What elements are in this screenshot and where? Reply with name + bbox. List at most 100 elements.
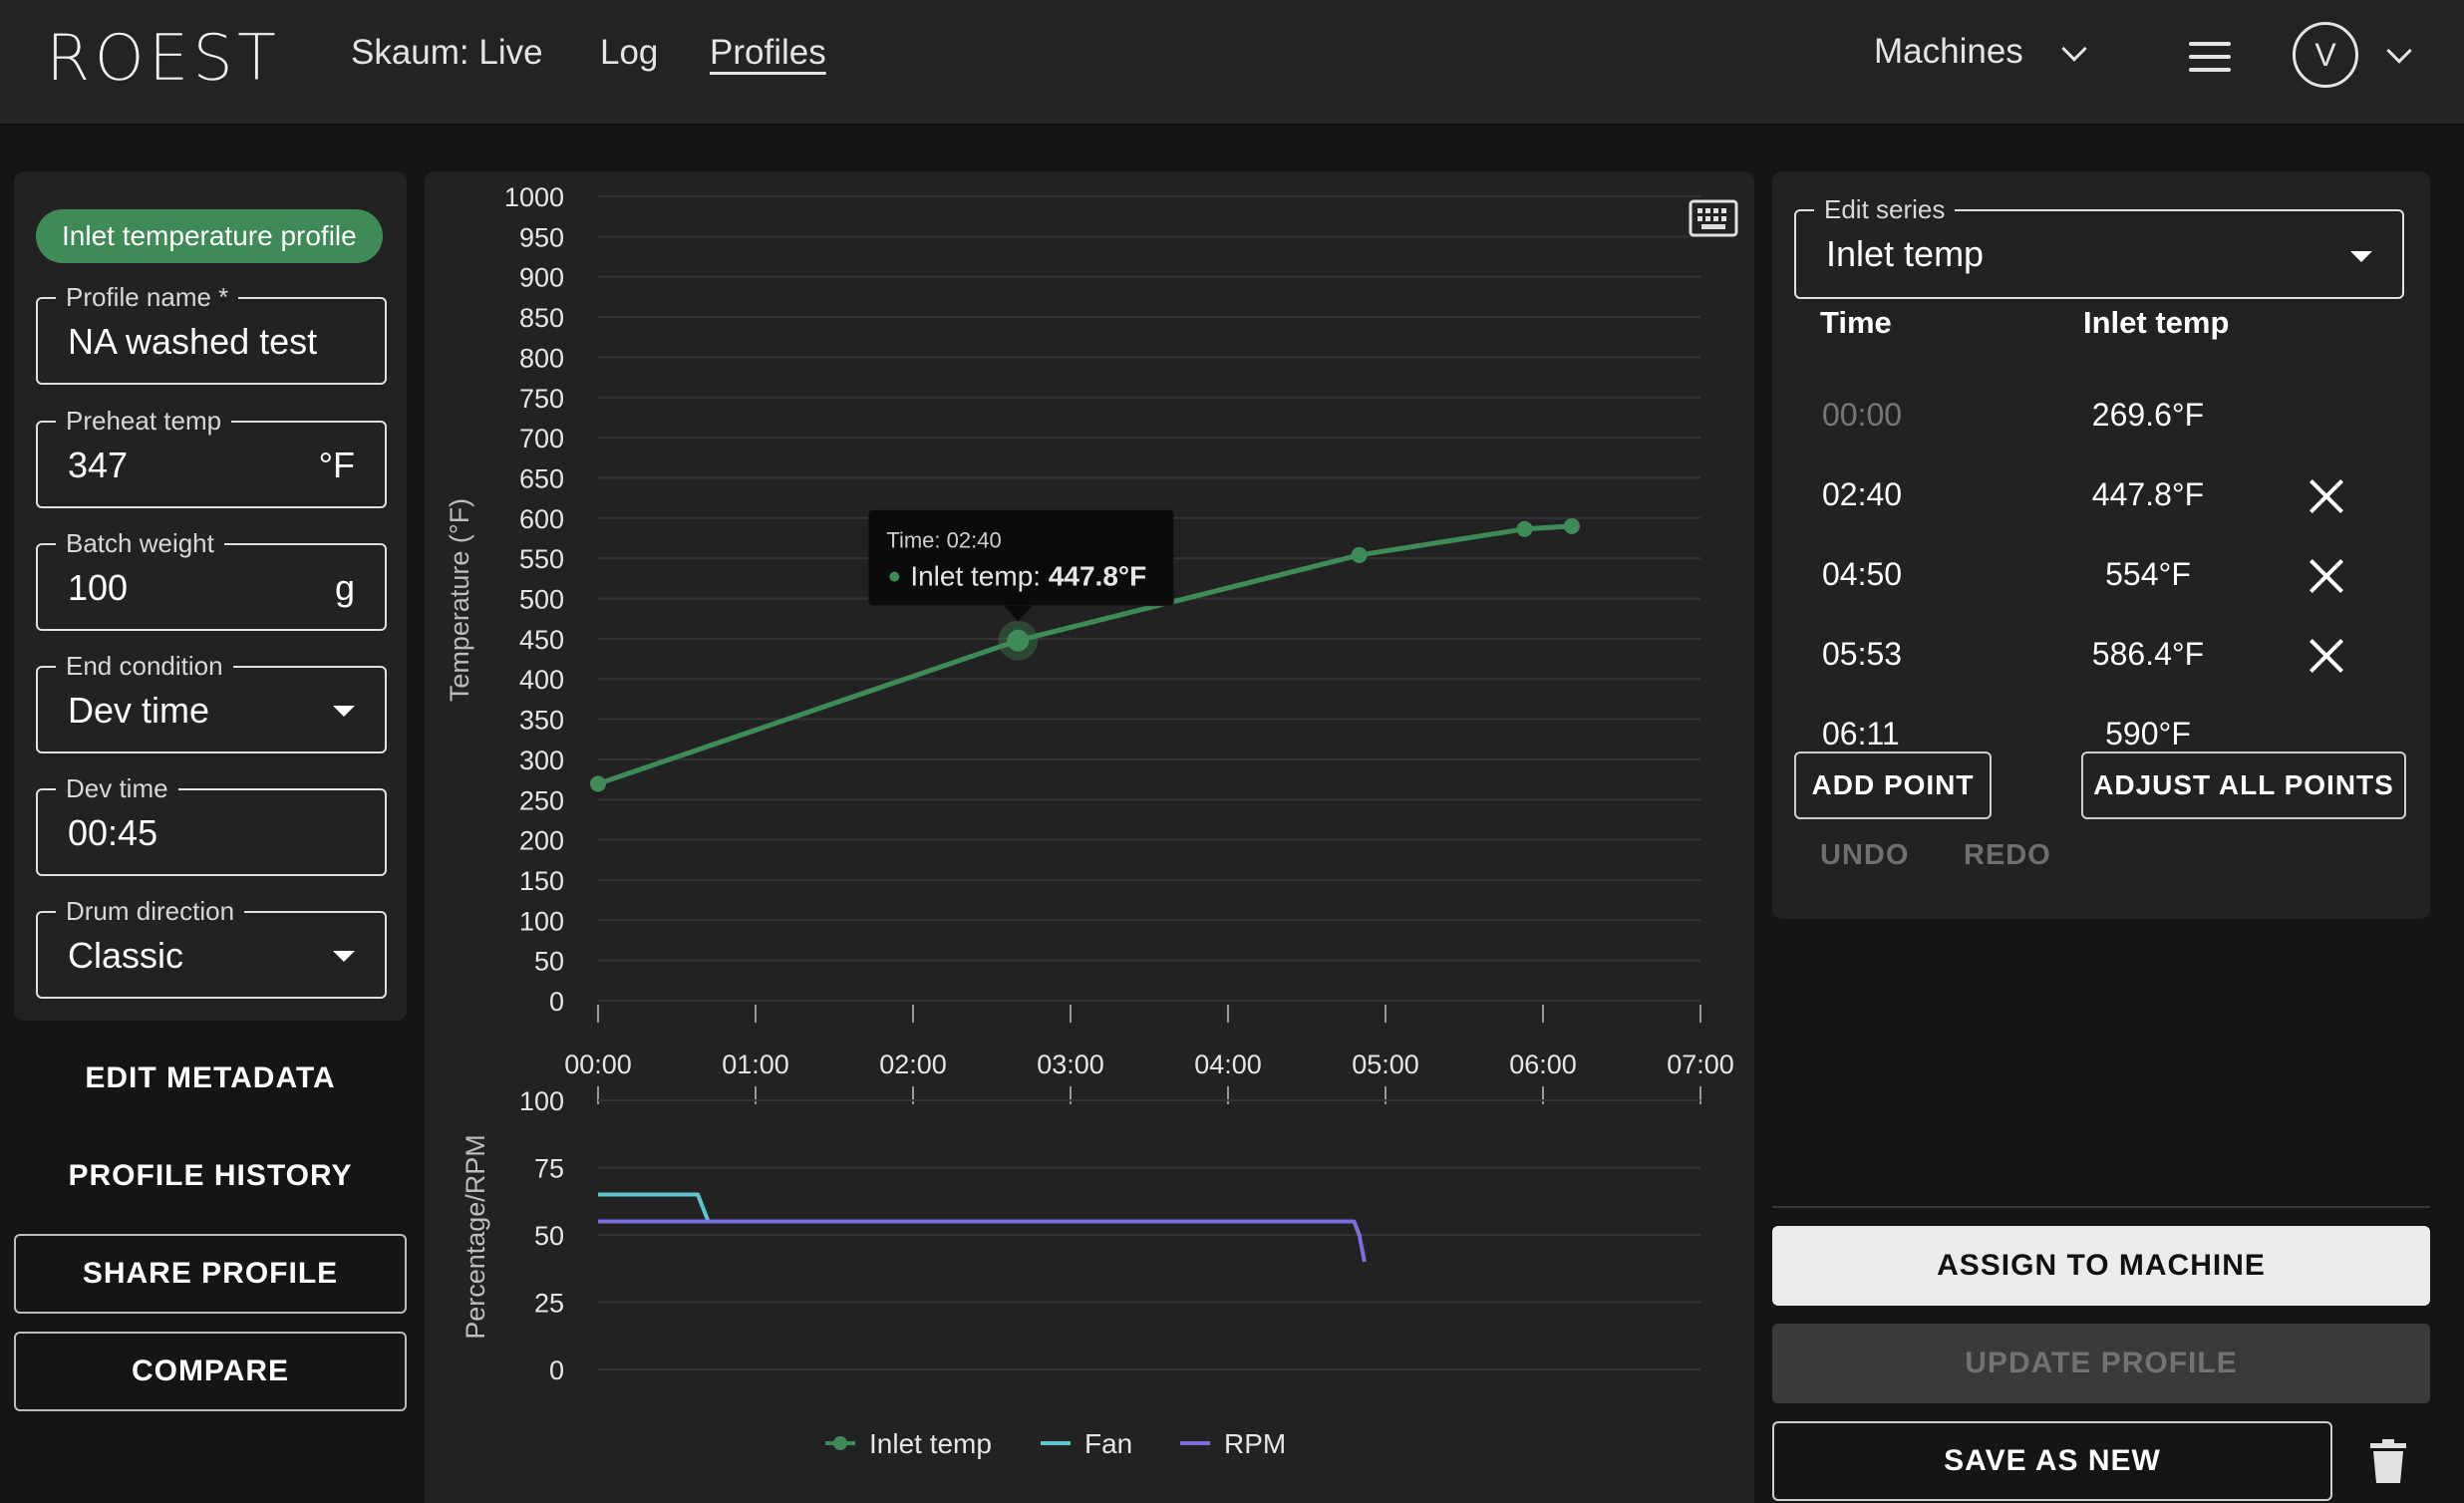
inlet-temp-point <box>590 775 606 792</box>
legend-label: Inlet temp <box>869 1428 992 1459</box>
drum-direction-value[interactable]: Classic <box>68 935 184 976</box>
drum-direction-caret-icon[interactable] <box>333 951 355 962</box>
temp-y-tick-label: 900 <box>519 263 564 293</box>
batch-weight-value[interactable]: 100 <box>68 567 129 608</box>
temp-y-tick-label: 700 <box>519 424 564 453</box>
machines-menu[interactable]: Machines <box>1874 32 2023 71</box>
point-value[interactable]: 447.8°F <box>2091 476 2205 512</box>
legend-label: Fan <box>1084 1428 1132 1459</box>
batch-weight-unit: g <box>334 567 355 608</box>
temp-y-tick-label: 1000 <box>504 182 564 212</box>
temp-y-tick-label: 500 <box>519 585 564 615</box>
divider <box>1772 1206 2430 1208</box>
batch-weight-field[interactable]: Batch weight 100 g <box>36 528 387 631</box>
nav-log[interactable]: Log <box>600 33 659 72</box>
pct-y-tick-label: 25 <box>534 1289 564 1319</box>
point-time[interactable]: 06:11 <box>1822 716 1900 752</box>
edit-series-value[interactable]: Inlet temp <box>1826 233 1985 274</box>
pct-y-tick-label: 100 <box>519 1086 564 1116</box>
nav-skaum-live[interactable]: Skaum: Live <box>351 33 543 72</box>
temp-y-tick-label: 100 <box>519 906 564 936</box>
profile-name-field[interactable]: Profile name * NA washed test <box>36 282 387 385</box>
rpm-line <box>598 1219 1367 1263</box>
point-value[interactable]: 554°F <box>2105 556 2191 592</box>
series-point-row[interactable]: 06:11 590°F <box>1772 698 2430 777</box>
profile-type-chip: Inlet temperature profile <box>36 209 383 263</box>
avatar[interactable]: V <box>2293 22 2358 88</box>
profile-metadata-panel: Inlet temperature profile Profile name *… <box>14 171 407 1021</box>
temp-y-tick-label: 400 <box>519 665 564 695</box>
point-value[interactable]: 269.6°F <box>2091 397 2205 433</box>
point-time[interactable]: 04:50 <box>1822 556 1903 592</box>
end-condition-value[interactable]: Dev time <box>68 690 210 731</box>
point-time[interactable]: 00:00 <box>1822 397 1903 433</box>
edit-series-select[interactable]: Edit series Inlet temp <box>1794 194 2404 299</box>
inlet-temp-point <box>1516 520 1533 537</box>
preheat-temp-unit: °F <box>318 445 355 485</box>
point-time[interactable]: 02:40 <box>1822 476 1903 512</box>
top-bar: ROEST Skaum: Live Log Profiles Machines … <box>0 0 2464 126</box>
edit-series-caret-icon[interactable] <box>2350 251 2372 262</box>
temp-y-tick-label: 0 <box>549 987 564 1017</box>
preheat-temp-field[interactable]: Preheat temp 347 °F <box>36 406 387 508</box>
pct-y-tick-label: 0 <box>549 1355 564 1385</box>
series-point-row[interactable]: 00:00 269.6°F <box>1772 379 2430 458</box>
point-value[interactable]: 586.4°F <box>2091 636 2205 672</box>
temp-y-tick-label: 750 <box>519 384 564 414</box>
add-point-button[interactable]: ADD POINT <box>1794 752 1992 819</box>
keyboard-icon[interactable] <box>1689 199 1738 237</box>
dev-time-field[interactable]: Dev time 00:45 <box>36 773 387 876</box>
x-tick-label: 02:00 <box>879 1050 947 1079</box>
tooltip-series-label: Inlet temp: 447.8°F <box>910 561 1146 592</box>
temp-y-tick-label: 150 <box>519 866 564 896</box>
assign-to-machine-button[interactable]: ASSIGN TO MACHINE <box>1772 1226 2430 1306</box>
end-condition-select[interactable]: End condition Dev time <box>36 651 387 753</box>
temp-y-tick-label: 50 <box>534 947 564 977</box>
point-value[interactable]: 590°F <box>2105 716 2191 752</box>
remove-point-close-icon[interactable] <box>2307 476 2346 516</box>
undo-button[interactable]: UNDO <box>1820 839 1910 871</box>
end-condition-label: End condition <box>56 651 233 682</box>
series-point-row[interactable]: 02:40 447.8°F <box>1772 458 2430 538</box>
remove-point-close-icon[interactable] <box>2307 636 2346 676</box>
roest-logo[interactable]: ROEST <box>46 22 280 96</box>
profile-charts[interactable]: 0501001502002503003504004505005506006507… <box>425 171 1754 1503</box>
update-profile-button[interactable]: UPDATE PROFILE <box>1772 1324 2430 1403</box>
preheat-temp-value[interactable]: 347 <box>68 445 129 485</box>
series-point-row[interactable]: 05:53 586.4°F <box>1772 618 2430 698</box>
edit-metadata-button[interactable]: EDIT METADATA <box>85 1061 336 1094</box>
machines-chevron-down-icon[interactable] <box>2061 36 2087 62</box>
temp-y-tick-label: 350 <box>519 706 564 736</box>
x-tick-label: 01:00 <box>722 1050 789 1079</box>
profile-history-button[interactable]: PROFILE HISTORY <box>68 1159 353 1192</box>
compare-button[interactable]: COMPARE <box>14 1332 407 1411</box>
pct-y-tick-label: 75 <box>534 1154 564 1184</box>
share-profile-button[interactable]: SHARE PROFILE <box>14 1234 407 1314</box>
temp-y-tick-label: 250 <box>519 785 564 815</box>
save-as-new-button[interactable]: SAVE AS NEW <box>1772 1421 2332 1501</box>
x-tick-label: 05:00 <box>1352 1050 1419 1079</box>
tooltip-series-dot <box>889 571 900 582</box>
account-chevron-down-icon[interactable] <box>2386 38 2412 64</box>
end-condition-caret-icon[interactable] <box>333 706 355 717</box>
profile-name-value[interactable]: NA washed test <box>68 321 318 362</box>
remove-point-close-icon[interactable] <box>2307 556 2346 596</box>
temp-y-tick-label: 650 <box>519 463 564 493</box>
column-header-time: Time <box>1820 305 1892 340</box>
x-tick-label: 06:00 <box>1509 1050 1577 1079</box>
temp-y-tick-label: 600 <box>519 504 564 534</box>
temp-y-tick-label: 200 <box>519 826 564 856</box>
series-editor-panel: Edit series Inlet temp Time Inlet temp 0… <box>1772 171 2430 919</box>
series-point-row[interactable]: 04:50 554°F <box>1772 538 2430 618</box>
hamburger-menu-icon[interactable] <box>2189 42 2231 72</box>
dev-time-label: Dev time <box>56 773 178 804</box>
dev-time-value[interactable]: 00:45 <box>68 812 158 853</box>
x-tick-label: 00:00 <box>564 1050 632 1079</box>
tooltip-value: 447.8°F <box>1049 561 1146 592</box>
trash-icon[interactable] <box>2370 1439 2406 1483</box>
point-time[interactable]: 05:53 <box>1822 636 1903 672</box>
adjust-all-points-button[interactable]: ADJUST ALL POINTS <box>2081 752 2406 819</box>
redo-button[interactable]: REDO <box>1964 839 2051 871</box>
drum-direction-select[interactable]: Drum direction Classic <box>36 896 387 999</box>
nav-profiles[interactable]: Profiles <box>710 33 826 72</box>
